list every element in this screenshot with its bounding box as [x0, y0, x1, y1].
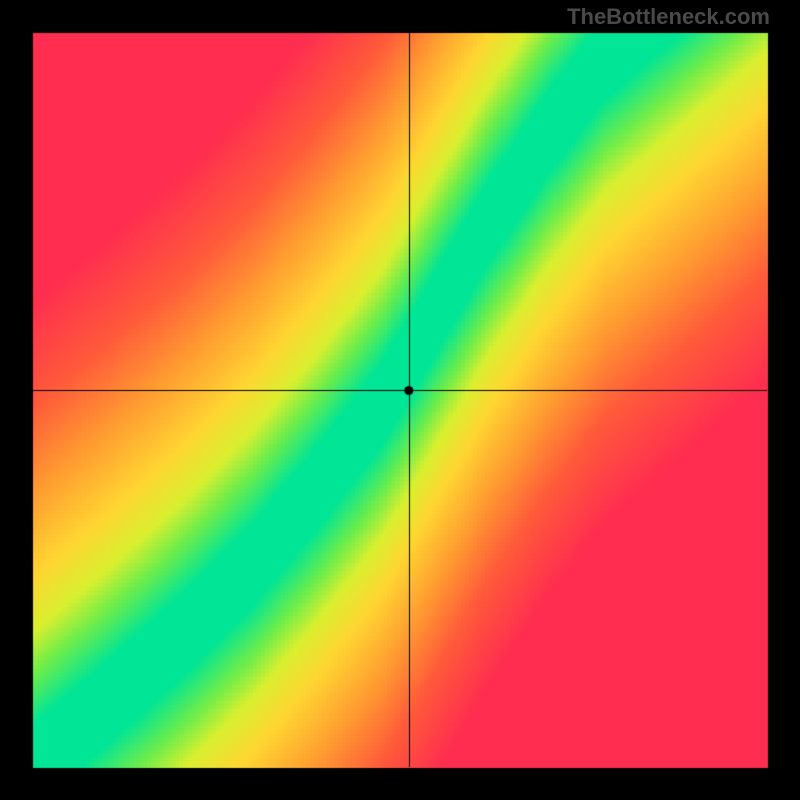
- watermark-text: TheBottleneck.com: [567, 4, 770, 30]
- chart-container: TheBottleneck.com: [0, 0, 800, 800]
- bottleneck-heatmap: [0, 0, 800, 800]
